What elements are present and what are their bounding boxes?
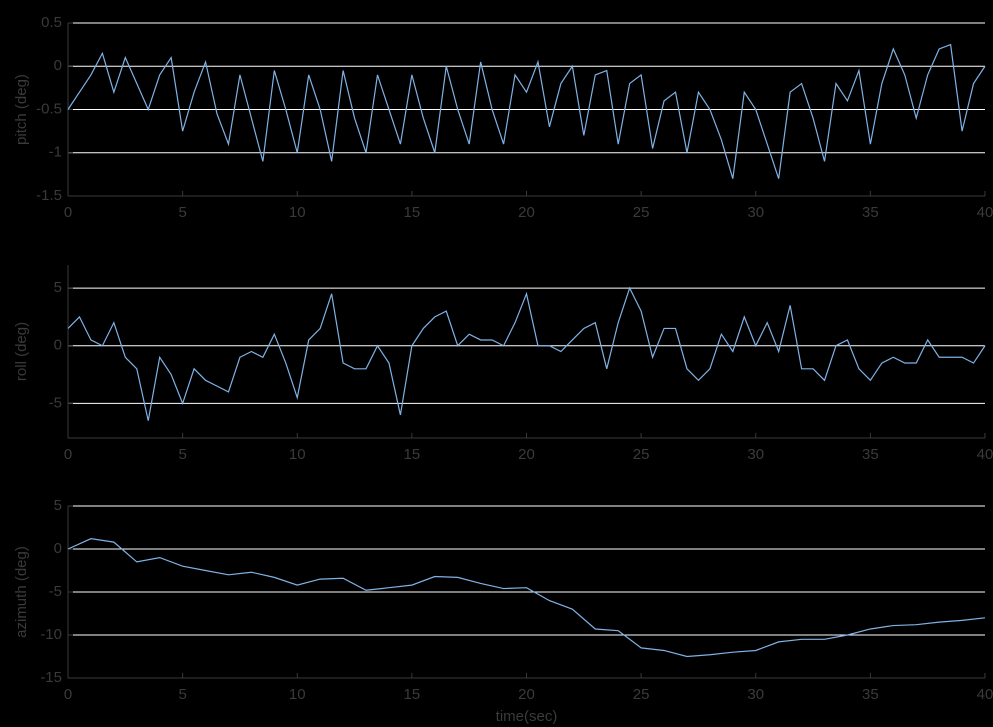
y-tick-label: -15 — [40, 669, 62, 686]
x-tick-label: 30 — [747, 686, 764, 703]
y-tick-label: -1 — [49, 144, 62, 161]
y-tick-label: -0.5 — [36, 100, 62, 117]
x-tick-label: 0 — [64, 686, 72, 703]
x-tick-label: 30 — [747, 446, 764, 463]
x-tick-label: 35 — [862, 446, 879, 463]
x-tick-label: 0 — [64, 446, 72, 463]
x-tick-label: 10 — [289, 686, 306, 703]
x-axis-label: time(sec) — [496, 708, 558, 725]
data-line — [67, 43, 986, 179]
x-tick-label: 30 — [747, 204, 764, 221]
x-tick-label: 25 — [633, 446, 650, 463]
x-tick-label: 35 — [862, 204, 879, 221]
y-tick-label: 5 — [54, 279, 62, 296]
y-tick-label: 0.5 — [41, 14, 62, 31]
y-tick-label: -10 — [40, 626, 62, 643]
x-tick-label: 40 — [977, 446, 993, 463]
x-tick-label: 25 — [633, 204, 650, 221]
y-tick-label: -1.5 — [36, 187, 62, 204]
x-tick-label: 20 — [518, 446, 535, 463]
x-tick-label: 0 — [64, 204, 72, 221]
y-tick-label: -5 — [49, 583, 62, 600]
x-tick-label: 15 — [404, 204, 421, 221]
data-line — [67, 538, 986, 658]
y-tick-label: 5 — [54, 497, 62, 514]
y-tick-label: -5 — [49, 394, 62, 411]
data-line — [67, 286, 986, 421]
y-tick-label: 0 — [54, 337, 62, 354]
y-tick-label: 0 — [54, 540, 62, 557]
x-tick-label: 35 — [862, 686, 879, 703]
x-tick-label: 15 — [404, 446, 421, 463]
y-axis-label: azimuth (deg) — [13, 546, 30, 638]
x-tick-label: 20 — [518, 204, 535, 221]
x-tick-label: 10 — [289, 446, 306, 463]
y-axis-label: pitch (deg) — [13, 74, 30, 145]
x-tick-label: 40 — [977, 686, 993, 703]
x-tick-label: 15 — [404, 686, 421, 703]
y-tick-label: 0 — [54, 57, 62, 74]
x-tick-label: 25 — [633, 686, 650, 703]
x-tick-label: 40 — [977, 204, 993, 221]
x-tick-label: 10 — [289, 204, 306, 221]
x-tick-label: 5 — [178, 686, 186, 703]
y-axis-label: roll (deg) — [13, 322, 30, 381]
x-tick-label: 20 — [518, 686, 535, 703]
x-tick-label: 5 — [178, 446, 186, 463]
x-tick-label: 5 — [178, 204, 186, 221]
